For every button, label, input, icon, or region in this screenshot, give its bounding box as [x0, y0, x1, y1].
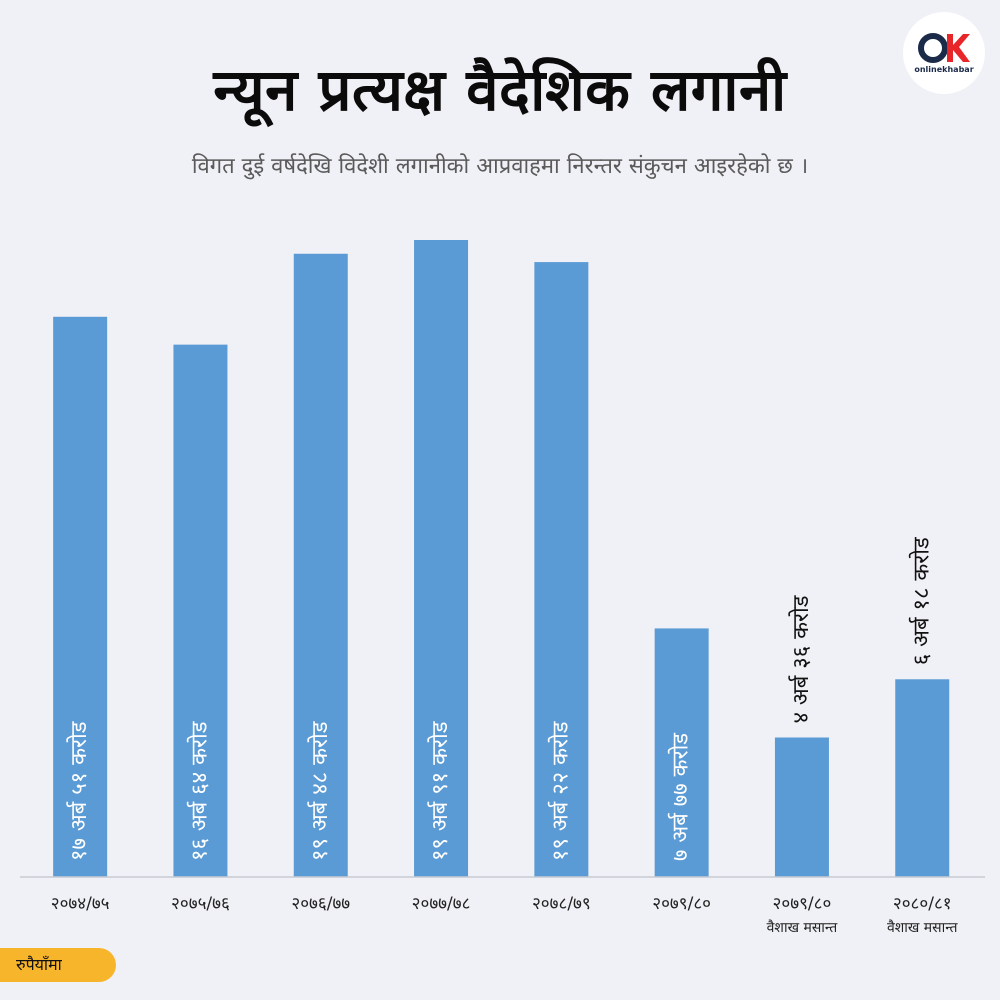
- chart-title: न्यून प्रत्यक्ष वैदेशिक लगानी: [213, 56, 787, 124]
- x-tick-label: २०८०/८१: [893, 894, 952, 914]
- bar: [774, 737, 829, 877]
- logo-text: onlinekhabar: [914, 65, 974, 74]
- chart-subtitle: विगत दुई वर्षदेखि विदेशी लगानीको आप्रवाह…: [191, 154, 809, 179]
- data-label: ७ अर्ब ७७ करोड: [668, 733, 694, 861]
- x-tick-label: २०७६/७७: [291, 894, 350, 914]
- x-tick-label: २०७९/८०: [652, 894, 711, 914]
- bar: [534, 262, 589, 878]
- bar: [654, 628, 709, 877]
- data-label: १६ अर्ब ६४ करोड: [186, 721, 212, 861]
- x-tick-label: २०७९/८०: [773, 894, 832, 914]
- data-label: १९ अर्ब २२ करोड: [547, 721, 573, 861]
- onlinekhabar-logo: onlinekhabar: [903, 12, 985, 94]
- data-label: ६ अर्ब १८ करोड: [908, 537, 934, 665]
- x-tick-sublabel: वैशाख मसान्त: [767, 919, 839, 936]
- unit-label: रुपैयाँमा: [0, 948, 116, 982]
- x-tick-sublabel: वैशाख मसान्त: [887, 919, 959, 936]
- x-tick-label: २०७७/७८: [412, 894, 471, 914]
- bar: [173, 344, 228, 877]
- x-tick-label: २०७५/७६: [171, 894, 230, 914]
- bar: [414, 240, 469, 877]
- data-label: ४ अर्ब ३६ करोड: [788, 595, 814, 723]
- x-tick-label: २०७८/७९: [532, 894, 591, 914]
- data-label: १९ अर्ब ४८ करोड: [307, 721, 333, 861]
- data-label: १९ अर्ब ९१ करोड: [427, 721, 453, 861]
- logo-icon: [918, 33, 970, 63]
- x-tick-label: २०७४/७५: [51, 894, 110, 914]
- bar: [53, 316, 108, 877]
- data-label: १७ अर्ब ५१ करोड: [66, 721, 92, 861]
- bar: [293, 253, 348, 877]
- bar: [895, 679, 950, 877]
